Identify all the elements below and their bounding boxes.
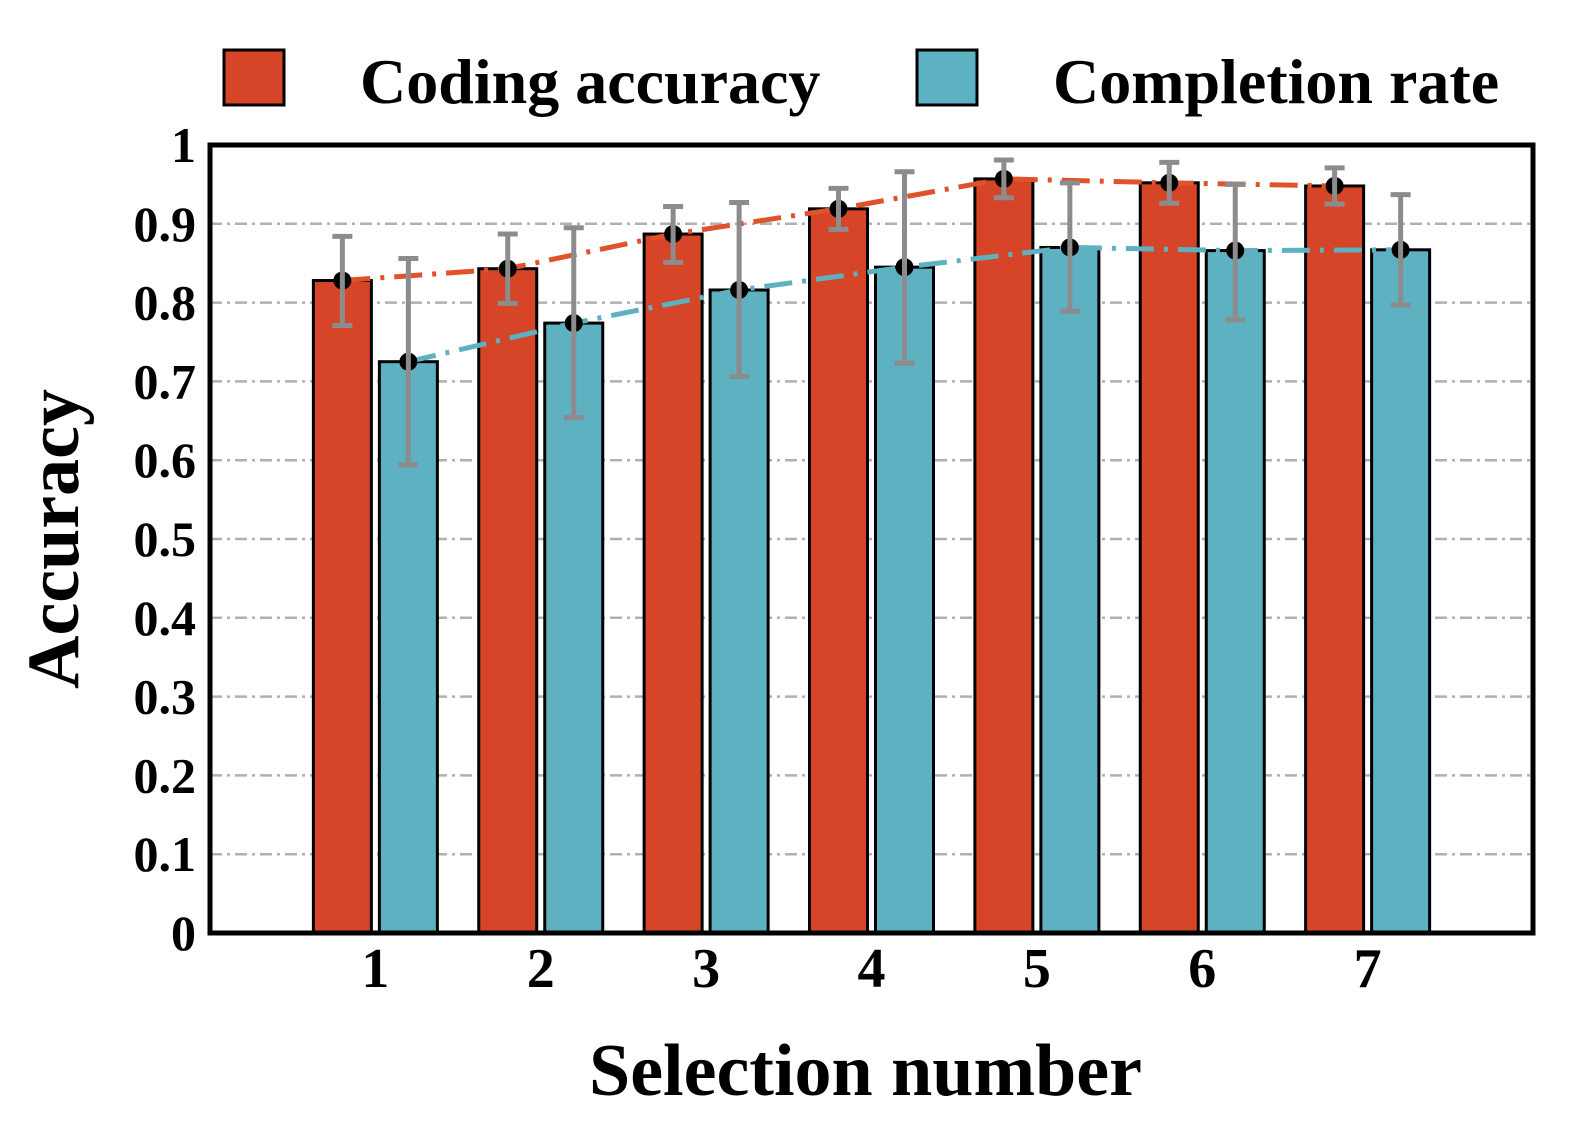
y-tick-label: 0.6	[134, 432, 197, 488]
legend-swatch	[915, 48, 979, 107]
bar	[708, 288, 770, 935]
y-tick-label: 0.5	[134, 511, 197, 567]
y-tick-label: 0	[171, 905, 196, 961]
y-tick-label: 0.3	[134, 669, 197, 725]
y-tick-label: 0.8	[134, 275, 197, 331]
x-tick-label: 4	[858, 938, 886, 1000]
y-tick-label: 0.9	[134, 196, 197, 252]
bar	[973, 177, 1035, 935]
bar	[1039, 245, 1101, 935]
bar	[477, 267, 539, 935]
x-tick-labels: 1 2 3 4 5 6 7	[361, 938, 1381, 1000]
y-tick-label: 1	[171, 117, 196, 173]
bar	[1204, 249, 1266, 935]
y-tick-label: 0.4	[134, 590, 197, 646]
y-axis-title: Accuracy	[13, 389, 95, 689]
plot-frame	[207, 142, 1536, 936]
x-tick-label: 1	[361, 938, 389, 1000]
x-tick-label: 3	[692, 938, 720, 1000]
error-bars	[332, 157, 1411, 468]
legend-swatch	[222, 48, 286, 107]
y-tick-label: 0.7	[134, 353, 197, 409]
bar	[808, 207, 869, 935]
legend: Coding accuracy Completion rate	[222, 46, 1499, 117]
bar	[1304, 184, 1366, 935]
bar	[311, 279, 373, 935]
y-tick-label: 0.1	[134, 826, 197, 882]
x-tick-label: 7	[1354, 938, 1382, 1000]
bar	[874, 265, 935, 935]
x-tick-label: 2	[527, 938, 555, 1000]
bars	[311, 177, 1432, 935]
bar	[1138, 181, 1200, 935]
y-tick-label: 0.2	[134, 747, 197, 803]
bar	[1370, 248, 1432, 935]
y-tick-labels: 0 0.1 0.2 0.3 0.4 0.5 0.6 0.7 0.8 0.9 1	[134, 117, 197, 961]
x-tick-label: 6	[1188, 938, 1216, 1000]
x-axis-title: Selection number	[589, 1030, 1142, 1112]
legend-label: Completion rate	[1053, 46, 1499, 117]
bar	[543, 321, 605, 935]
bar	[642, 232, 704, 935]
x-tick-label: 5	[1023, 938, 1051, 1000]
legend-label: Coding accuracy	[360, 46, 820, 117]
